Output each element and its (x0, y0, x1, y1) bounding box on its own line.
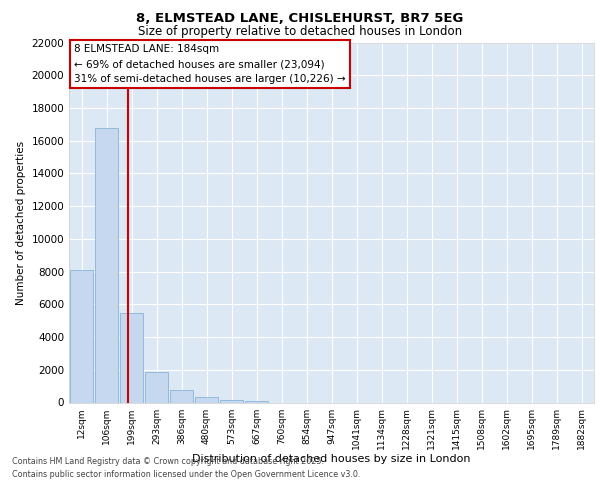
Bar (70, 270, 93, 402)
Bar (220, 400, 243, 402)
Bar (95, 128, 118, 402)
Text: Contains HM Land Registry data © Crown copyright and database right 2025.: Contains HM Land Registry data © Crown c… (12, 458, 324, 466)
Text: Contains public sector information licensed under the Open Government Licence v3: Contains public sector information licen… (12, 470, 361, 479)
Text: Size of property relative to detached houses in London: Size of property relative to detached ho… (138, 25, 462, 38)
Text: 8, ELMSTEAD LANE, CHISLEHURST, BR7 5EG: 8, ELMSTEAD LANE, CHISLEHURST, BR7 5EG (136, 12, 464, 26)
Bar (145, 372, 168, 402)
Bar (120, 312, 143, 402)
X-axis label: Distribution of detached houses by size in London: Distribution of detached houses by size … (192, 454, 471, 464)
Bar (170, 390, 193, 402)
Text: 8 ELMSTEAD LANE: 184sqm
← 69% of detached houses are smaller (23,094)
31% of sem: 8 ELMSTEAD LANE: 184sqm ← 69% of detache… (74, 44, 346, 84)
Bar (195, 397, 218, 402)
Bar (245, 400, 268, 402)
Y-axis label: Number of detached properties: Number of detached properties (16, 140, 26, 304)
